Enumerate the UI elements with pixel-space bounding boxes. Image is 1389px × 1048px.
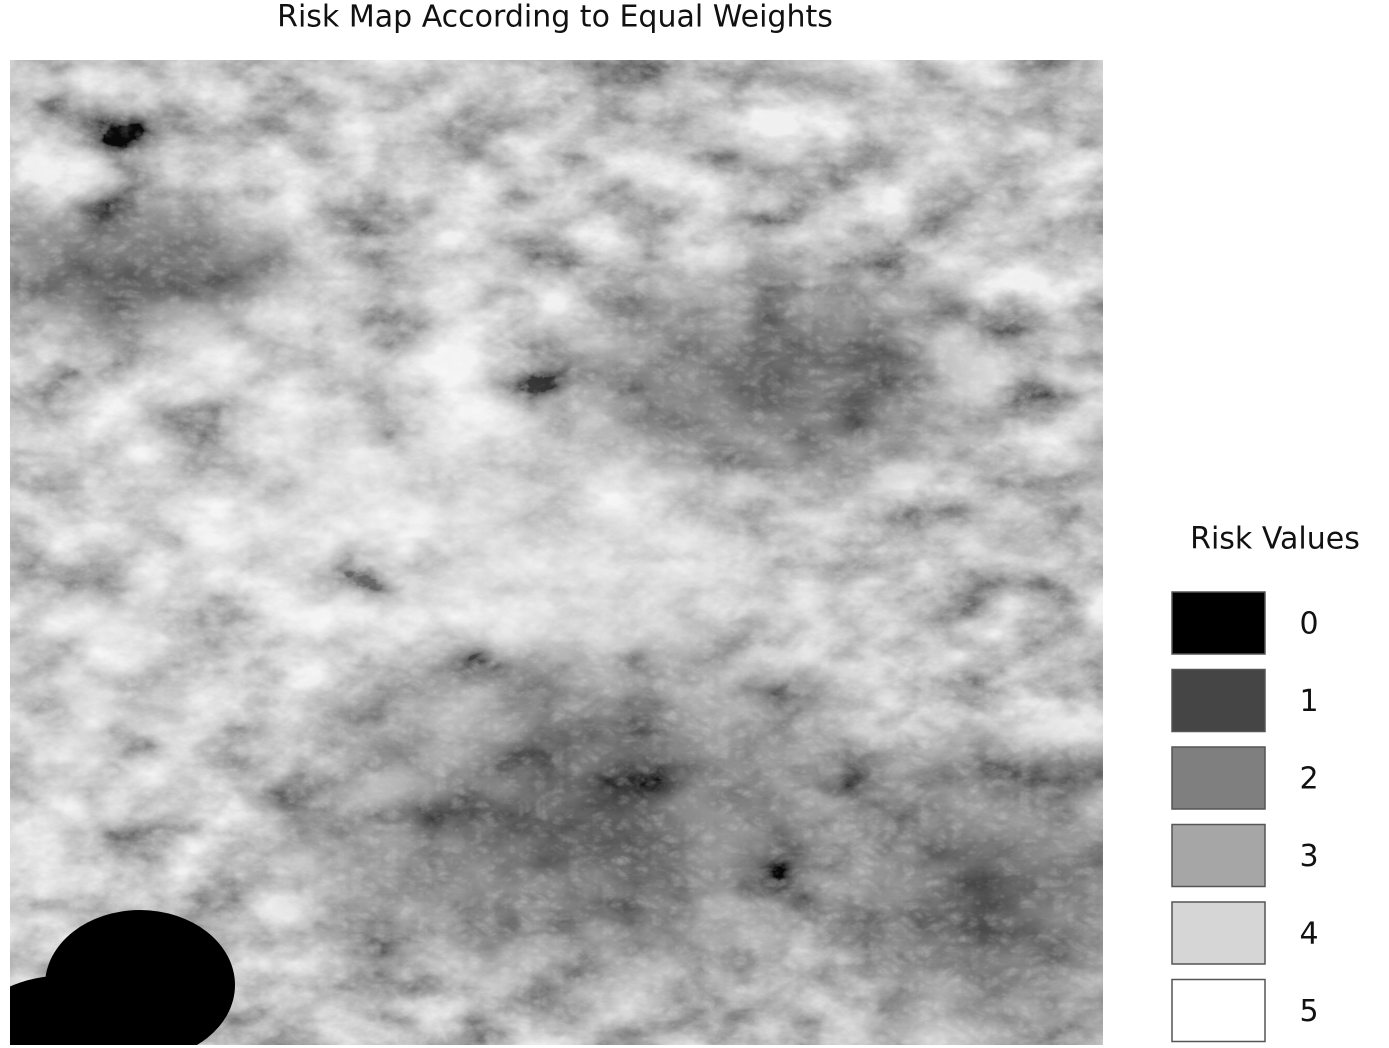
legend-label: 1 [1299,684,1318,719]
legend-label: 3 [1299,839,1318,874]
legend-label: 2 [1299,762,1318,797]
legend-label: 4 [1299,917,1318,952]
map-figure: Risk Map According to Equal Weights Risk… [0,0,1389,1048]
risk-raster [0,60,1200,1048]
legend-swatch [1172,670,1265,732]
legend-label: 5 [1299,994,1318,1029]
legend-label: 0 [1299,607,1318,642]
legend: 0 1 2 3 4 5 [1172,592,1319,1042]
legend-swatch [1172,980,1265,1042]
legend-swatch [1172,825,1265,887]
legend-swatch [1172,902,1265,964]
legend-title: Risk Values [1190,522,1360,557]
map-title: Risk Map According to Equal Weights [277,0,833,35]
legend-swatch [1172,592,1265,654]
legend-swatch [1172,747,1265,809]
